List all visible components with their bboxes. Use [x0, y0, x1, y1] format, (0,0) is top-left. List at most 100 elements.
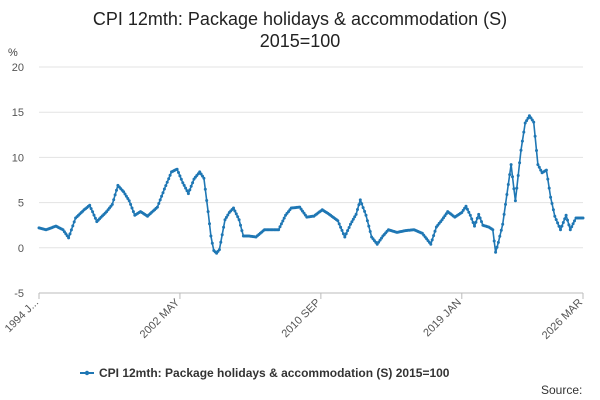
data-point	[219, 240, 223, 244]
data-point	[339, 225, 343, 229]
data-point	[178, 174, 182, 178]
data-point	[581, 216, 585, 220]
data-point	[522, 130, 526, 134]
data-point	[480, 220, 483, 224]
data-point	[551, 208, 555, 212]
x-tick-label: 2019 JAN	[421, 297, 464, 340]
data-point	[433, 229, 437, 233]
data-point	[185, 189, 189, 193]
legend-dot-marker	[84, 370, 90, 376]
data-point	[129, 202, 133, 206]
data-point	[501, 222, 505, 226]
data-point	[210, 241, 214, 245]
data-point	[564, 213, 568, 217]
series-line	[38, 115, 583, 254]
data-point	[223, 218, 227, 222]
data-point	[203, 187, 207, 191]
data-point	[464, 204, 468, 208]
data-point	[237, 218, 241, 222]
data-point	[208, 222, 211, 226]
data-point	[496, 240, 500, 244]
x-tick-label: 1994 J...	[3, 297, 41, 335]
data-point	[498, 234, 502, 238]
data-point	[279, 222, 283, 226]
data-point	[233, 209, 237, 213]
x-tick-label: 2026 MAR	[540, 297, 585, 342]
data-point	[474, 220, 478, 224]
data-point	[511, 175, 514, 179]
data-point	[340, 228, 344, 232]
data-point	[554, 218, 558, 222]
data-point	[556, 221, 560, 225]
data-point	[179, 177, 183, 181]
data-point	[561, 221, 565, 224]
data-point	[164, 184, 168, 188]
data-point	[71, 224, 75, 228]
data-point	[532, 120, 536, 124]
data-point	[91, 210, 95, 214]
data-point	[566, 218, 569, 222]
data-point	[72, 220, 76, 224]
data-point	[88, 203, 92, 207]
data-point	[357, 203, 361, 207]
data-point	[509, 163, 513, 167]
data-point	[347, 226, 351, 229]
data-point	[89, 207, 93, 211]
data-point	[432, 234, 436, 238]
data-point	[465, 207, 469, 211]
data-point	[492, 239, 496, 243]
data-point	[559, 228, 562, 232]
data-point	[277, 228, 281, 232]
data-point	[341, 232, 345, 236]
data-point	[160, 194, 164, 198]
y-tick-labels: -5 0 5 10 15 20	[12, 62, 24, 300]
data-point	[570, 225, 574, 229]
data-point	[523, 121, 527, 125]
data-point	[364, 213, 368, 217]
y-tick-label: 15	[12, 107, 24, 119]
data-point	[468, 213, 472, 217]
data-point	[429, 242, 433, 246]
data-point	[525, 119, 529, 123]
y-tick-label: 10	[12, 152, 24, 164]
data-point	[361, 206, 365, 210]
data-point	[69, 228, 73, 232]
data-point	[365, 219, 369, 223]
source-label: Source:	[541, 383, 582, 397]
data-point	[67, 236, 71, 240]
y-tick-label: -5	[14, 288, 24, 300]
data-point	[367, 224, 371, 228]
data-point	[184, 186, 188, 190]
data-point	[358, 198, 362, 202]
data-point	[349, 222, 352, 226]
y-tick-label: 20	[12, 62, 24, 74]
data-point	[281, 219, 285, 223]
data-point	[224, 215, 228, 219]
data-point	[515, 186, 519, 190]
data-point	[168, 173, 172, 177]
data-point	[186, 192, 190, 196]
x-tick-label: 2002 MAY	[138, 296, 183, 341]
data-point	[539, 168, 543, 172]
legend-entry-label: CPI 12mth: Package holidays & accommodat…	[99, 366, 450, 380]
data-point	[130, 206, 134, 210]
data-point	[209, 234, 213, 238]
data-point	[473, 224, 476, 228]
data-point	[157, 202, 161, 205]
data-point	[188, 188, 192, 192]
data-point	[506, 183, 510, 186]
data-point	[504, 202, 507, 206]
data-point	[346, 229, 350, 233]
data-point	[353, 215, 357, 219]
data-point	[68, 232, 72, 236]
data-point	[568, 228, 572, 232]
data-point	[206, 210, 210, 214]
data-point	[508, 173, 512, 177]
data-point	[544, 168, 548, 172]
y-tick-label: 0	[18, 243, 24, 255]
data-point	[360, 202, 364, 206]
data-point	[363, 209, 367, 213]
data-point	[512, 187, 516, 191]
data-point	[282, 216, 286, 220]
data-point	[165, 180, 169, 184]
